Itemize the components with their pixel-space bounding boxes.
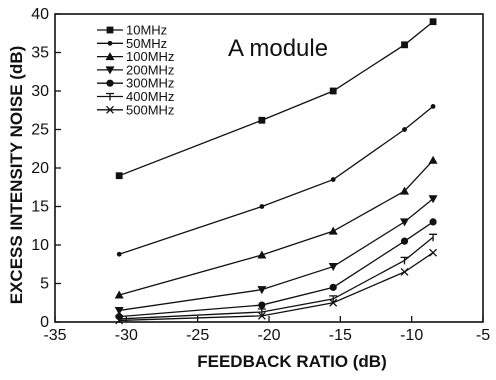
series-layer [114,18,438,325]
y-tick-label: 5 [40,276,49,293]
x-axis-label: FEEDBACK RATIO (dB) [197,352,387,371]
data-point [328,263,338,272]
data-point [257,286,267,295]
legend-label: 200MHz [126,62,174,77]
y-tick-label: 0 [40,314,49,331]
series-line [119,159,434,296]
series-line [119,252,434,322]
data-point [401,41,408,49]
legend-item-400mhz: 400MHz [97,89,174,104]
data-point [428,155,438,164]
data-point [400,186,410,195]
legend-marker [106,26,114,34]
data-point [400,256,409,265]
y-tick-label: 25 [31,122,49,139]
y-tick-label: 10 [31,237,49,254]
data-point [429,218,437,226]
data-point [257,250,267,259]
legend-marker [105,52,115,61]
y-tick-label: 15 [31,199,49,216]
x-tick-label: -30 [115,327,138,344]
legend-label: 10MHz [126,23,167,38]
series-300mhz [115,218,437,321]
x-axis-ticks: -35 -30 -25 -20 -15 -10 -5 [43,316,490,344]
legend-label: 400MHz [126,89,174,104]
data-point [258,301,266,309]
series-line [119,236,434,320]
y-axis-ticks: 0 5 10 15 20 25 30 35 40 [31,6,61,331]
y-tick-label: 30 [31,83,49,100]
series-200mhz [114,195,438,315]
legend-marker [106,105,114,114]
data-point [328,226,338,235]
data-point [400,237,409,245]
legend-item-10mhz: 10MHz [97,23,167,38]
data-point [402,127,407,132]
legend-label: 300MHz [126,76,174,91]
data-point [330,177,336,182]
data-point [115,172,123,180]
data-point [329,87,337,95]
data-point [258,116,266,124]
series-50mhz [116,104,436,257]
data-point [116,251,122,257]
data-point [329,295,338,303]
series-10mhz [115,18,437,180]
legend-marker [107,40,113,46]
x-tick-label: -20 [257,327,280,344]
y-tick-label: 20 [31,160,49,177]
legend-marker [106,92,114,101]
data-point [114,290,124,299]
series-line [119,221,434,318]
legend-item-100mhz: 100MHz [97,49,174,64]
legend-marker [105,66,115,75]
series-400mhz [115,233,438,323]
y-tick-label: 35 [31,45,49,62]
data-point [429,248,438,257]
x-tick-label: -35 [43,327,66,344]
data-point [429,18,437,26]
data-point [430,104,436,109]
legend-label: 500MHz [126,102,174,117]
series-line [119,198,434,312]
data-point [115,316,124,325]
y-tick-label: 40 [31,6,49,23]
data-point [400,218,410,227]
legend-item-500mhz: 500MHz [97,102,174,117]
x-tick-label: -5 [476,327,490,344]
data-point [329,283,337,291]
legend-label: 100MHz [126,49,174,64]
data-point [429,233,438,242]
x-tick-label: -10 [400,327,423,344]
legend-item-300mhz: 300MHz [97,76,174,91]
data-point [257,308,266,316]
legend-label: 50MHz [126,36,167,51]
legend-item-200mhz: 200MHz [97,62,174,77]
data-point [257,311,266,320]
x-tick-label: -15 [329,327,352,344]
data-point [115,315,124,323]
legend-item-50mhz: 50MHz [97,36,167,51]
series-100mhz [114,155,438,299]
data-point [329,298,338,307]
module-annotation: A module [228,35,328,62]
data-point [259,204,265,209]
series-line [118,105,434,255]
y-axis-label: EXCESS INTENSITY NOISE (dB) [7,46,26,305]
legend-marker [106,79,114,87]
data-point [428,195,438,204]
data-point [114,306,124,315]
series-500mhz [115,248,438,325]
data-point [400,267,409,276]
x-tick-label: -25 [186,327,209,344]
